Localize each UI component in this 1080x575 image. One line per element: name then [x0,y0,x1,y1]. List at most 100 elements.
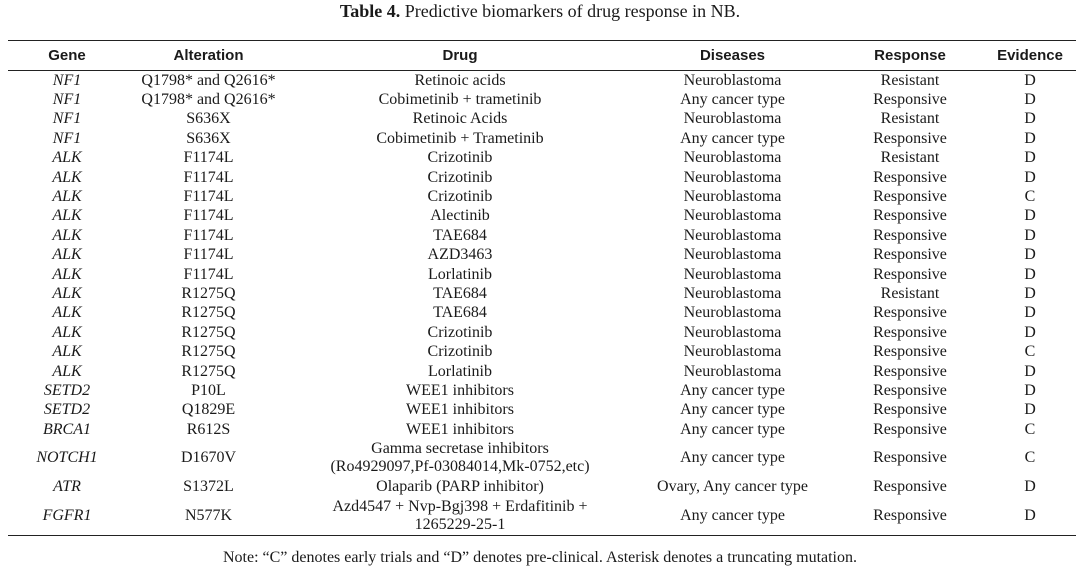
table-row: ALK F1174L Crizotinib Neuroblastoma Resistan… [8,149,1076,168]
cell-gene: ALK [52,343,82,361]
cell-alteration: F1174L [183,265,234,283]
drug-line: 1265229-25-1 [414,515,506,533]
cell-evidence: D [1024,284,1036,302]
cell-evidence: D [1024,323,1036,341]
cell-drug: TAE684 [291,226,629,245]
table-row: ALK F1174L AZD3463 Neuroblastoma Responsive D [8,246,1076,265]
table-row: FGFR1 N577K Azd4547 + Nvp-Bgj398 + Erdafit… [8,496,1076,536]
cell-evidence: C [1024,343,1036,361]
cell-gene: NF1 [52,129,82,147]
drug-line: TAE684 [433,284,487,302]
table-row: NF1 S636X Cobimetinib + Trametinib Any canc… [8,129,1076,148]
cell-drug: WEE1 inhibitors [291,420,629,439]
drug-line: Retinoic acids [414,71,506,89]
cell-evidence: D [1024,129,1036,147]
cell-gene: ALK [52,226,82,244]
cell-response: Responsive [873,226,947,244]
drug-line: TAE684 [433,304,487,322]
cell-disease: Neuroblastoma [683,246,782,264]
cell-gene: ALK [52,284,82,302]
cell-evidence: D [1024,381,1036,399]
drug-line: TAE684 [433,226,487,244]
cell-disease: Neuroblastoma [683,265,782,283]
cell-drug: Olaparib (PARP inhibitor) [291,477,629,496]
cell-evidence: D [1024,110,1036,128]
drug-line: WEE1 inhibitors [406,420,514,438]
cell-gene: SETD2 [43,381,91,399]
cell-gene: NF1 [52,71,82,89]
cell-evidence: D [1024,149,1036,167]
header-drug: Drug [291,40,629,71]
table-note: Note: “C” denotes early trials and “D” d… [222,549,857,566]
cell-alteration: S636X [186,129,231,147]
cell-gene: ALK [52,304,82,322]
cell-drug: Retinoic Acids [291,110,629,129]
table-row: ALK F1174L TAE684 Neuroblastoma Responsive D [8,226,1076,245]
cell-alteration: F1174L [183,246,234,264]
cell-evidence: D [1024,478,1036,496]
cell-drug: Azd4547 + Nvp-Bgj398 + Erdafitinib +1265… [291,496,629,536]
cell-response: Resistant [880,110,940,128]
cell-drug: Crizotinib [291,168,629,187]
cell-drug: Alectinib [291,207,629,226]
cell-gene: BRCA1 [43,420,91,438]
cell-drug: Crizotinib [291,323,629,342]
table-row: ALK R1275Q Lorlatinib Neuroblastoma Responsi… [8,362,1076,381]
cell-alteration: Q1798* and Q2616* [141,71,276,89]
cell-gene: ATR [53,478,81,496]
cell-response: Responsive [873,129,947,147]
cell-alteration: S636X [186,110,231,128]
cell-response: Resistant [880,71,940,89]
cell-drug: Crizotinib [291,149,629,168]
table-row: SETD2 P10L WEE1 inhibitors Any cancer type R… [8,381,1076,400]
cell-disease: Neuroblastoma [683,168,782,186]
header-evidence: Evidence [984,40,1076,71]
table-row: NF1 Q1798* and Q2616* Cobimetinib + tramet… [8,90,1076,109]
table-row: ALK F1174L Alectinib Neuroblastoma Responsiv… [8,207,1076,226]
table-body: NF1 Q1798* and Q2616* Retinoic acids Neurob… [8,71,1076,536]
table-row: ATR S1372L Olaparib (PARP inhibitor) Ovary,… [8,477,1076,496]
cell-disease: Neuroblastoma [683,188,782,206]
drug-line: Lorlatinib [428,265,492,283]
cell-alteration: Q1829E [181,401,236,419]
drug-line: Crizotinib [427,149,493,167]
cell-alteration: R1275Q [181,343,236,361]
cell-gene: NF1 [52,91,82,109]
cell-disease: Neuroblastoma [683,343,782,361]
cell-response: Responsive [873,168,947,186]
cell-evidence: D [1024,207,1036,225]
cell-alteration: F1174L [183,226,234,244]
cell-disease: Any cancer type [629,496,836,536]
cell-evidence: C [1024,188,1036,206]
cell-gene: ALK [52,362,82,380]
drug-line: AZD3463 [427,246,493,264]
table-row: ALK F1174L Lorlatinib Neuroblastoma Responsi… [8,265,1076,284]
table-row: SETD2 Q1829E WEE1 inhibitors Any cancer typ… [8,401,1076,420]
table-row: BRCA1 R612S WEE1 inhibitors Any cancer type… [8,420,1076,439]
table-row: ALK F1174L Crizotinib Neuroblastoma Responsi… [8,168,1076,187]
cell-drug: Gamma secretase inhibitors (Ro4929097,Pf-… [291,439,629,477]
cell-alteration: S1372L [183,478,234,496]
cell-alteration: D1670V [180,449,237,467]
cell-evidence: D [1024,304,1036,322]
cell-disease: Any cancer type [680,381,785,399]
table-row: ALK R1275Q Crizotinib Neuroblastoma Responsi… [8,323,1076,342]
cell-drug: Retinoic acids [291,71,629,91]
cell-disease: Neuroblastoma [683,323,782,341]
cell-disease: Any cancer type [680,129,785,147]
table-row: ALK R1275Q TAE684 Neuroblastoma Resistant D [8,284,1076,303]
cell-alteration: F1174L [183,149,234,167]
cell-response: Responsive [873,91,947,109]
cell-drug: Cobimetinib + Trametinib [291,129,629,148]
cell-response: Responsive [873,207,947,225]
cell-drug: TAE684 [291,304,629,323]
table-row: ALK R1275Q TAE684 Neuroblastoma Responsive D [8,304,1076,323]
cell-evidence: D [1024,401,1036,419]
drug-line: Cobimetinib + trametinib [378,91,542,109]
table-container: Gene Alteration Drug Diseases Response E… [8,40,1076,536]
cell-disease: Neuroblastoma [683,71,782,89]
cell-response: Responsive [873,362,947,380]
cell-alteration: R612S [186,420,231,438]
cell-response: Responsive [873,323,947,341]
cell-alteration: N577K [126,496,291,536]
